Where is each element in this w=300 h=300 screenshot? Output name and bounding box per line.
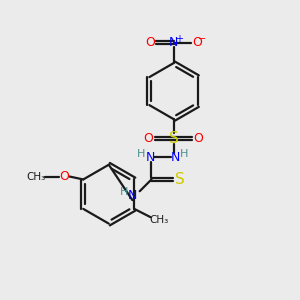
Text: H: H: [120, 187, 128, 197]
Text: O: O: [145, 36, 155, 49]
Text: CH₃: CH₃: [26, 172, 46, 182]
Text: N: N: [145, 151, 155, 164]
Text: S: S: [169, 131, 178, 146]
Text: O: O: [194, 132, 203, 145]
Text: N: N: [128, 189, 137, 202]
Text: O: O: [59, 170, 69, 183]
Text: N: N: [169, 36, 178, 49]
Text: CH₃: CH₃: [150, 215, 169, 225]
Text: N: N: [170, 151, 180, 164]
Text: S: S: [176, 172, 185, 187]
Text: O: O: [192, 36, 202, 49]
Text: H: H: [137, 149, 146, 159]
Text: H: H: [180, 149, 188, 159]
Text: O: O: [144, 132, 154, 145]
Text: −: −: [198, 34, 206, 44]
Text: +: +: [175, 34, 183, 44]
